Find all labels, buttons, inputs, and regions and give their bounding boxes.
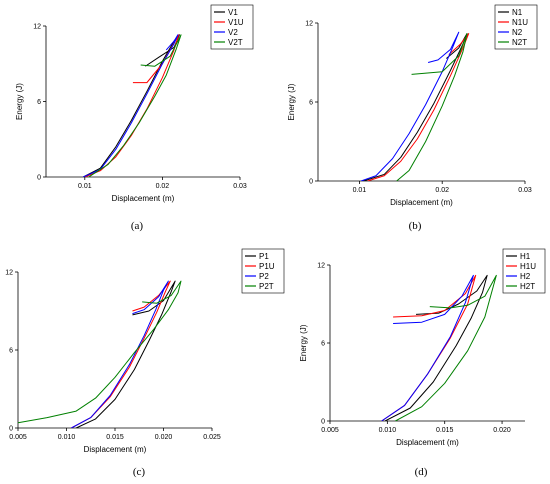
legend-label: V2T (228, 38, 243, 47)
x-tick-label: 0.005 (321, 427, 339, 434)
legend-label: N1 (512, 8, 523, 17)
series-line-H2T (395, 274, 497, 421)
x-axis-title: Displacement (m) (390, 198, 453, 207)
y-tick-label: 0 (37, 175, 41, 182)
series-line-V1 (83, 34, 180, 177)
y-axis-title: Energy (J) (15, 83, 24, 120)
legend-label: N2 (512, 28, 523, 37)
x-tick-label: 0.015 (436, 427, 454, 434)
chart-panel-1: 0.01 0.02 0.03 0 6 12 Displacement (m) Energy (… (287, 4, 538, 232)
series-line-P1U (71, 280, 171, 428)
chart-panel-3: 0.005 0.010 0.015 0.020 0 6 12 Displacement (m)… (299, 248, 546, 478)
panel-label: (c) (133, 466, 146, 478)
x-tick-label: 0.010 (379, 427, 397, 434)
legend-label: P2 (259, 272, 269, 281)
series-line-N2 (360, 31, 460, 181)
x-tick-label: 0.02 (156, 183, 170, 190)
y-tick-label: 6 (309, 100, 313, 107)
legend-label: V1U (228, 18, 244, 27)
legend-label: N1U (512, 18, 528, 27)
y-tick-label: 12 (33, 24, 41, 31)
series-group (83, 34, 182, 177)
chart-panel-0: 0.01 0.02 0.03 0 6 12 Displacement (m) Energy (… (15, 4, 254, 232)
series-line-H1 (384, 274, 488, 421)
y-tick-label: 0 (9, 426, 13, 433)
x-tick-label: 0.025 (203, 434, 221, 441)
series-line-P1 (75, 280, 176, 428)
x-tick-label: 0.01 (78, 183, 92, 190)
series-line-N1U (367, 33, 470, 181)
series-line-P2 (71, 280, 169, 428)
series-line-N2T (396, 33, 468, 181)
legend-label: P2T (259, 282, 274, 291)
x-tick-label: 0.03 (233, 183, 247, 190)
x-tick-label: 0.010 (58, 434, 76, 441)
y-tick-label: 12 (305, 21, 313, 28)
x-tick-label: 0.005 (9, 434, 27, 441)
y-axis-title: Energy (J) (299, 324, 308, 361)
chart-panel-2: 0.005 0.010 0.015 0.020 0.025 0 6 12 Displacemen… (5, 248, 285, 478)
x-tick-label: 0.01 (353, 187, 367, 194)
y-tick-label: 0 (309, 179, 313, 186)
legend-label: P1 (259, 252, 269, 261)
series-line-H2 (381, 274, 474, 421)
series-line-P2T (18, 280, 182, 424)
y-axis-title: Energy (J) (287, 83, 296, 120)
legend-label: N2T (512, 38, 527, 47)
x-tick-label: 0.03 (518, 187, 532, 194)
x-tick-label: 0.020 (493, 427, 511, 434)
series-line-V2T (88, 34, 182, 177)
y-tick-label: 12 (5, 270, 13, 277)
legend-label: H2 (520, 272, 531, 281)
panel-label: (b) (409, 220, 422, 232)
legend-label: V1 (228, 8, 238, 17)
y-tick-label: 6 (321, 341, 325, 348)
y-tick-label: 6 (37, 99, 41, 106)
series-line-V1U (84, 34, 180, 177)
series-group (18, 280, 182, 428)
y-tick-label: 12 (317, 263, 325, 270)
legend-label: V2 (228, 28, 238, 37)
x-tick-label: 0.02 (435, 187, 449, 194)
x-axis-title: Displacement (m) (84, 445, 147, 454)
x-axis-title: Displacement (m) (396, 438, 459, 447)
series-group (360, 31, 470, 181)
legend-label: H1 (520, 252, 531, 261)
series-line-V2 (83, 34, 179, 177)
legend-label: H1U (520, 262, 536, 271)
x-tick-label: 0.015 (106, 434, 124, 441)
x-tick-label: 0.020 (155, 434, 173, 441)
legend-label: H2T (520, 282, 535, 291)
series-group (381, 274, 497, 421)
x-axis-title: Displacement (m) (112, 194, 175, 203)
y-tick-label: 0 (321, 419, 325, 426)
legend-label: P1U (259, 262, 275, 271)
panel-label: (a) (131, 220, 144, 232)
y-tick-label: 6 (9, 348, 13, 355)
panel-label: (d) (415, 466, 428, 478)
